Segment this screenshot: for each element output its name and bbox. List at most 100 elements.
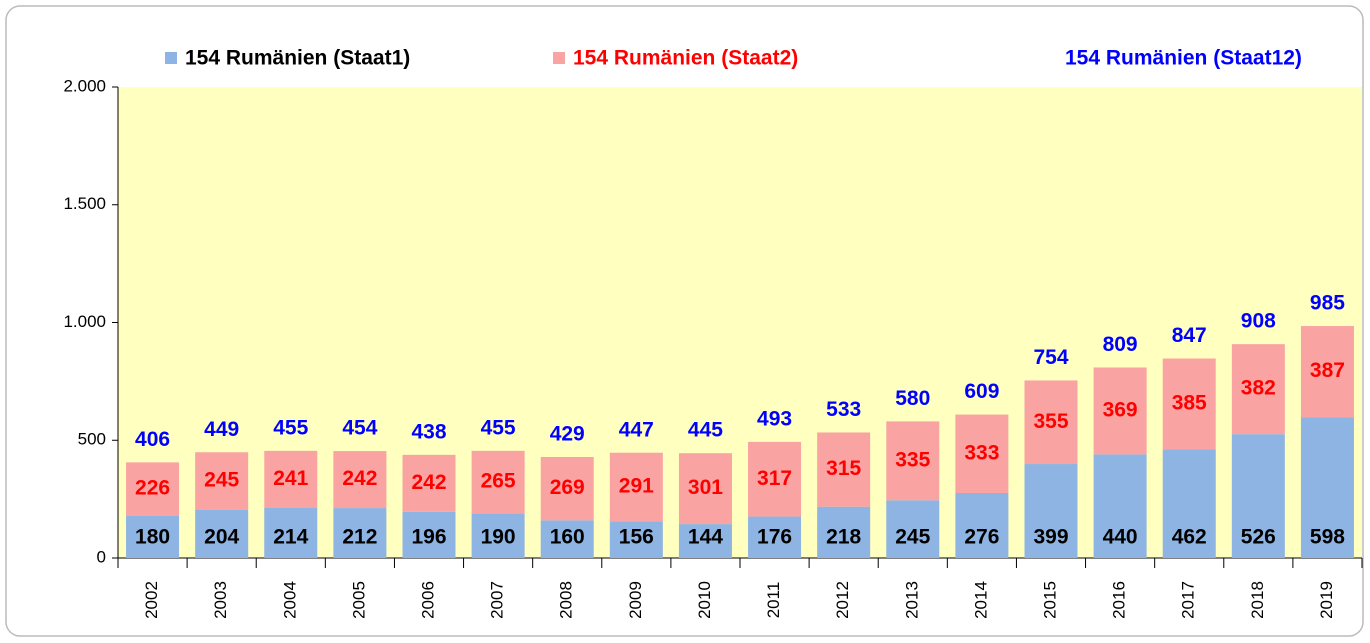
value-label: 387: [1310, 359, 1345, 382]
bar-segment: [817, 506, 871, 558]
legend-label: 154 Rumänien (Staat2): [573, 47, 798, 70]
value-label: 526: [1241, 526, 1276, 549]
bar-segment: [126, 462, 180, 516]
bar-segment: [1024, 380, 1078, 465]
total-label: 454: [342, 417, 377, 440]
value-label: 176: [757, 526, 792, 549]
value-label: 276: [964, 526, 999, 549]
total-label: 580: [895, 387, 930, 410]
bar-segment: [886, 500, 940, 558]
bar-segment: [955, 414, 1009, 494]
x-tick-label: 2013: [902, 581, 921, 619]
total-label: 449: [204, 418, 239, 441]
total-label: 447: [619, 418, 654, 441]
x-tick-label: 2002: [142, 581, 161, 619]
bar-segment: [195, 452, 249, 510]
x-tick-label: 2019: [1317, 581, 1336, 619]
bar-segment: [955, 493, 1009, 558]
value-label: 190: [481, 526, 516, 549]
legend-label: 154 Rumänien (Staat12): [1065, 47, 1302, 70]
bar-segment: [333, 508, 387, 558]
bar-segment: [471, 513, 525, 558]
value-label: 242: [342, 467, 377, 490]
bar-segment: [1300, 417, 1354, 558]
value-label: 180: [135, 526, 170, 549]
value-label: 245: [895, 526, 930, 549]
value-label: 265: [481, 470, 516, 493]
bar-segment: [1231, 434, 1285, 558]
total-label: 847: [1172, 324, 1207, 347]
y-tick-label: 1.000: [63, 312, 106, 331]
value-label: 204: [204, 526, 239, 549]
bar-segment: [1093, 367, 1147, 455]
total-label: 445: [688, 419, 723, 442]
value-label: 242: [411, 471, 446, 494]
bar-segment: [402, 511, 456, 558]
value-label: 440: [1103, 526, 1138, 549]
bar-segment: [333, 451, 387, 509]
value-label: 156: [619, 526, 654, 549]
x-tick-label: 2008: [557, 581, 576, 619]
bar-segment: [126, 515, 180, 558]
bar-segment: [748, 516, 802, 558]
legend-marker: [165, 52, 177, 64]
value-label: 291: [619, 475, 654, 498]
value-label: 241: [273, 467, 308, 490]
value-label: 355: [1033, 410, 1068, 433]
value-label: 385: [1172, 391, 1207, 414]
x-tick-label: 2011: [764, 582, 783, 619]
value-label: 598: [1310, 526, 1345, 549]
x-tick-label: 2017: [1179, 581, 1198, 619]
bar-segment: [1162, 449, 1216, 558]
value-label: 196: [411, 526, 446, 549]
y-tick-label: 2.000: [63, 76, 106, 95]
value-label: 333: [964, 441, 999, 464]
y-tick-label: 0: [97, 547, 106, 566]
x-tick-label: 2006: [418, 581, 437, 619]
value-label: 218: [826, 526, 861, 549]
value-label: 269: [550, 476, 585, 499]
total-label: 406: [135, 428, 170, 451]
bar-segment: [264, 450, 318, 508]
x-tick-label: 2016: [1110, 581, 1129, 619]
bar-segment: [817, 432, 871, 507]
total-label: 609: [964, 380, 999, 403]
total-label: 533: [826, 398, 861, 421]
value-label: 214: [273, 526, 308, 549]
value-label: 144: [688, 526, 723, 549]
value-label: 317: [757, 467, 792, 490]
x-tick-label: 2005: [349, 581, 368, 619]
total-label: 438: [411, 420, 446, 443]
total-label: 985: [1310, 292, 1345, 315]
bar-segment: [471, 450, 525, 514]
value-label: 160: [550, 526, 585, 549]
bar-segment: [1024, 464, 1078, 558]
total-label: 493: [757, 407, 792, 430]
value-label: 462: [1172, 526, 1207, 549]
x-tick-label: 2009: [626, 581, 645, 619]
total-label: 429: [550, 423, 585, 446]
plot-area: [118, 87, 1362, 558]
bar-segment: [1162, 358, 1216, 450]
x-tick-label: 2012: [833, 581, 852, 619]
y-tick-label: 500: [78, 430, 106, 449]
value-label: 301: [688, 476, 723, 499]
bar-segment: [609, 521, 663, 558]
bar-segment: [678, 524, 732, 558]
value-label: 369: [1103, 398, 1138, 421]
bar-segment: [886, 421, 940, 501]
bar-segment: [540, 456, 594, 521]
value-label: 382: [1241, 377, 1276, 400]
total-label: 754: [1033, 346, 1068, 369]
bar-segment: [540, 520, 594, 558]
x-tick-label: 2015: [1040, 581, 1059, 619]
total-label: 908: [1241, 310, 1276, 333]
value-label: 212: [342, 526, 377, 549]
total-label: 455: [273, 416, 308, 439]
x-tick-label: 2010: [695, 581, 714, 619]
value-label: 335: [895, 448, 930, 471]
y-tick-label: 1.500: [63, 194, 106, 213]
bar-segment: [195, 509, 249, 558]
bar-segment: [402, 454, 456, 512]
